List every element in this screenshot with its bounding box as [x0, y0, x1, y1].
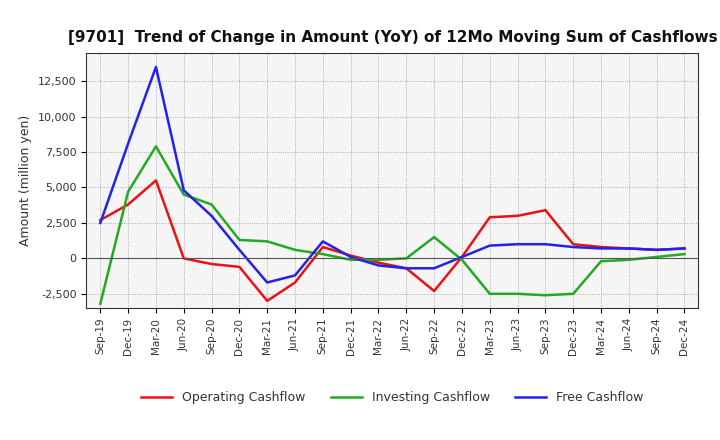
Investing Cashflow — [263, 239, 271, 244]
Free Cashflow — [541, 242, 550, 247]
Investing Cashflow — [235, 237, 243, 242]
Investing Cashflow — [124, 189, 132, 194]
Free Cashflow — [374, 263, 383, 268]
Operating Cashflow — [291, 280, 300, 285]
Investing Cashflow — [96, 301, 104, 306]
Operating Cashflow — [402, 266, 410, 271]
Operating Cashflow — [318, 244, 327, 249]
Investing Cashflow — [513, 291, 522, 297]
Free Cashflow — [179, 188, 188, 193]
Free Cashflow — [207, 213, 216, 219]
Investing Cashflow — [430, 235, 438, 240]
Line: Free Cashflow: Free Cashflow — [100, 67, 685, 282]
Investing Cashflow — [291, 247, 300, 253]
Free Cashflow — [263, 280, 271, 285]
Free Cashflow — [152, 64, 161, 70]
Title: [9701]  Trend of Change in Amount (YoY) of 12Mo Moving Sum of Cashflows: [9701] Trend of Change in Amount (YoY) o… — [68, 29, 717, 45]
Free Cashflow — [124, 141, 132, 146]
Investing Cashflow — [597, 259, 606, 264]
Operating Cashflow — [569, 242, 577, 247]
Operating Cashflow — [263, 298, 271, 304]
Free Cashflow — [235, 247, 243, 253]
Investing Cashflow — [207, 202, 216, 207]
Investing Cashflow — [318, 252, 327, 257]
Free Cashflow — [318, 239, 327, 244]
Free Cashflow — [513, 242, 522, 247]
Line: Operating Cashflow: Operating Cashflow — [100, 180, 685, 301]
Free Cashflow — [430, 266, 438, 271]
Operating Cashflow — [513, 213, 522, 219]
Free Cashflow — [458, 254, 467, 260]
Free Cashflow — [624, 246, 633, 251]
Y-axis label: Amount (million yen): Amount (million yen) — [19, 115, 32, 246]
Operating Cashflow — [179, 256, 188, 261]
Legend: Operating Cashflow, Investing Cashflow, Free Cashflow: Operating Cashflow, Investing Cashflow, … — [136, 386, 649, 409]
Free Cashflow — [569, 244, 577, 249]
Free Cashflow — [597, 246, 606, 251]
Operating Cashflow — [624, 246, 633, 251]
Free Cashflow — [402, 266, 410, 271]
Operating Cashflow — [485, 215, 494, 220]
Investing Cashflow — [458, 257, 467, 262]
Operating Cashflow — [96, 217, 104, 223]
Investing Cashflow — [541, 293, 550, 298]
Operating Cashflow — [430, 288, 438, 293]
Investing Cashflow — [680, 252, 689, 257]
Operating Cashflow — [597, 244, 606, 249]
Operating Cashflow — [346, 253, 355, 258]
Operating Cashflow — [458, 254, 467, 260]
Investing Cashflow — [374, 257, 383, 262]
Investing Cashflow — [652, 254, 661, 260]
Investing Cashflow — [346, 257, 355, 262]
Operating Cashflow — [207, 261, 216, 267]
Operating Cashflow — [124, 202, 132, 207]
Operating Cashflow — [235, 264, 243, 270]
Investing Cashflow — [152, 144, 161, 149]
Operating Cashflow — [374, 260, 383, 265]
Investing Cashflow — [179, 192, 188, 197]
Investing Cashflow — [624, 257, 633, 262]
Investing Cashflow — [485, 291, 494, 297]
Operating Cashflow — [680, 246, 689, 251]
Free Cashflow — [485, 243, 494, 248]
Free Cashflow — [680, 246, 689, 251]
Investing Cashflow — [402, 256, 410, 261]
Operating Cashflow — [652, 247, 661, 253]
Free Cashflow — [652, 247, 661, 253]
Operating Cashflow — [152, 178, 161, 183]
Free Cashflow — [291, 273, 300, 278]
Investing Cashflow — [569, 291, 577, 297]
Operating Cashflow — [541, 208, 550, 213]
Free Cashflow — [96, 220, 104, 226]
Line: Investing Cashflow: Investing Cashflow — [100, 147, 685, 304]
Free Cashflow — [346, 254, 355, 260]
